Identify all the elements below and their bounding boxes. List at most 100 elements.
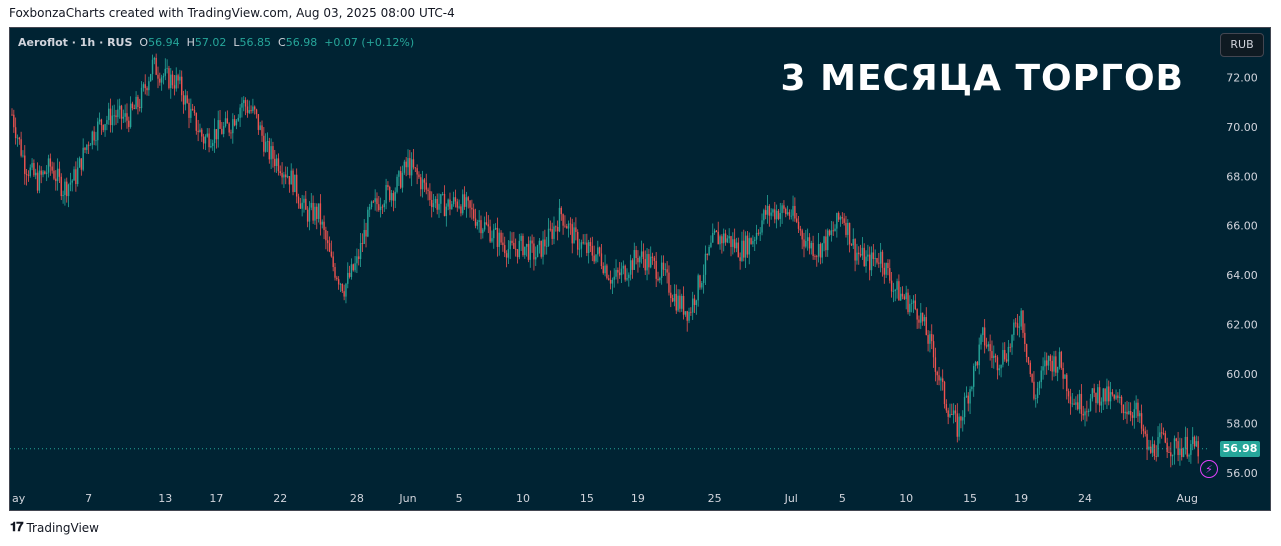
candle-body <box>825 236 827 251</box>
candle-body <box>416 168 418 175</box>
candle-body <box>283 174 285 178</box>
candle-body <box>29 167 31 176</box>
time-tick-label: 22 <box>273 492 287 505</box>
candle-body <box>985 345 988 347</box>
legend-low-label: L <box>233 36 240 49</box>
candle-body <box>1128 410 1130 415</box>
candle-body <box>799 228 802 231</box>
candle-body <box>157 74 159 79</box>
candle-body <box>664 269 667 271</box>
candle-body <box>626 278 628 280</box>
candle-body <box>1084 411 1086 416</box>
time-tick-label: 10 <box>899 492 913 505</box>
candle-body <box>403 161 406 173</box>
candle-body <box>675 293 677 311</box>
candle-body <box>1179 448 1181 456</box>
tradingview-logo[interactable]: 𝟏𝟕 TradingView <box>10 520 99 535</box>
candle-body <box>244 100 247 107</box>
candle-body <box>655 260 657 279</box>
candle-body <box>159 78 161 83</box>
candle-body <box>480 220 482 234</box>
candle-body <box>24 155 26 174</box>
candle-body <box>199 129 201 133</box>
lightning-icon[interactable]: ⚡ <box>1200 460 1218 478</box>
candle-body <box>263 135 265 152</box>
candle-body <box>367 209 369 237</box>
candle-body <box>140 87 143 109</box>
candle-body <box>485 222 488 225</box>
candle-body <box>551 229 553 239</box>
candle-body <box>233 119 236 126</box>
legend-symbol[interactable]: Aeroflot · 1h · RUS <box>18 36 133 49</box>
candle-body <box>274 158 276 166</box>
candle-body <box>330 251 333 257</box>
candle-body <box>204 136 207 144</box>
candle-body <box>819 244 822 258</box>
price-tick-label: 58.00 <box>1226 417 1258 430</box>
candle-body <box>129 103 132 127</box>
candle-body <box>432 203 435 208</box>
candle-body <box>1146 433 1148 450</box>
candle-body <box>684 311 687 315</box>
candle-body <box>839 217 842 220</box>
candle-body <box>772 209 774 213</box>
candle-body <box>347 272 349 284</box>
candle-body <box>943 381 946 405</box>
currency-badge[interactable]: RUB <box>1220 33 1264 57</box>
candle-body <box>84 147 86 150</box>
candle-body <box>524 246 526 256</box>
candle-body <box>706 253 708 255</box>
candle-body <box>856 252 858 261</box>
candle-body <box>540 240 542 257</box>
candle-body <box>1144 431 1146 434</box>
candle-body <box>171 74 174 86</box>
candle-body <box>272 146 274 159</box>
candle-body <box>1036 388 1039 399</box>
candle-body <box>288 176 291 185</box>
candle-body <box>701 282 703 288</box>
candle-body <box>617 269 619 273</box>
candle-body <box>575 227 577 232</box>
candle-body <box>440 194 442 204</box>
candle-body <box>737 242 740 258</box>
candle-body <box>1098 387 1101 406</box>
candle-body <box>697 275 699 301</box>
candle-body <box>197 130 199 133</box>
candle-body <box>785 208 787 215</box>
candlestick-chart[interactable]: 72.00 70.00 68.00 66.00 64.00 62.00 60.00 58.00… <box>10 28 1270 510</box>
candle-body <box>837 212 840 220</box>
candle-body <box>642 251 645 260</box>
candle-body <box>354 263 356 271</box>
candle-body <box>836 212 838 229</box>
candle-body <box>1151 444 1154 453</box>
candle-body <box>958 416 960 437</box>
candle-body <box>1080 393 1083 414</box>
chart-panel[interactable]: Aeroflot · 1h · RUS O56.94 H57.02 L56.85… <box>9 27 1271 511</box>
candle-body <box>325 230 327 241</box>
candle-body <box>1056 366 1059 373</box>
candle-body <box>549 228 552 230</box>
candle-body <box>332 256 334 268</box>
candle-body <box>637 257 639 263</box>
candle-body <box>111 115 114 126</box>
candle-body <box>13 114 15 128</box>
candle-body <box>109 108 112 126</box>
candle-body <box>222 126 225 134</box>
candle-body <box>916 309 918 320</box>
candle-body <box>11 114 13 116</box>
candle-body <box>723 233 725 244</box>
candle-body <box>1004 349 1006 360</box>
candle-body <box>139 107 141 109</box>
candle-body <box>764 210 767 215</box>
candle-body <box>591 246 594 256</box>
time-tick-label: 15 <box>963 492 977 505</box>
candle-body <box>620 268 623 276</box>
candle-body <box>118 105 121 110</box>
candle-body <box>584 242 586 244</box>
candle-body <box>55 178 57 182</box>
candle-body <box>182 95 185 105</box>
candle-body <box>410 159 413 176</box>
candle-body <box>454 197 457 202</box>
candle-body <box>881 251 884 268</box>
candle-body <box>383 203 385 208</box>
